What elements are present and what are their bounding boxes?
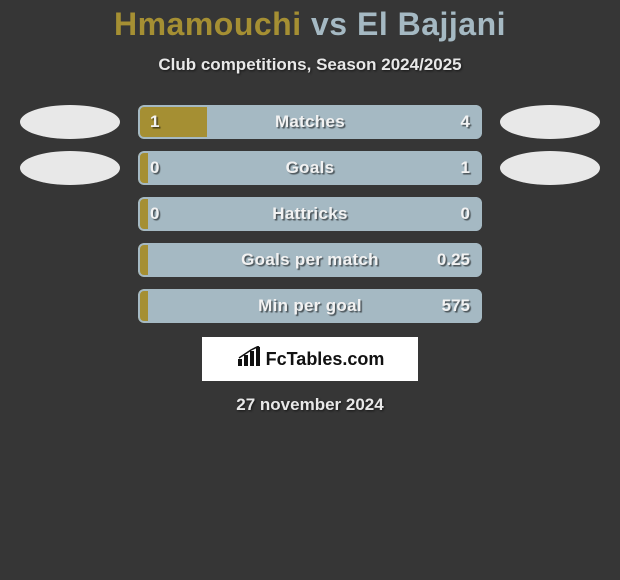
ellipse-spacer [500, 289, 600, 323]
title-player2: El Bajjani [357, 6, 506, 42]
stat-bar: Min per goal575 [138, 289, 482, 323]
date-text: 27 november 2024 [0, 395, 620, 415]
stat-value-player2: 0 [461, 197, 470, 231]
stat-row: Goals per match0.25 [0, 243, 620, 277]
comparison-widget: Hmamouchi vs El Bajjani Club competition… [0, 0, 620, 415]
title-player1: Hmamouchi [114, 6, 302, 42]
player1-ellipse [20, 105, 120, 139]
source-name: FcTables.com [266, 349, 385, 370]
player2-ellipse [500, 151, 600, 185]
stat-value-player2: 575 [442, 289, 470, 323]
source-logo: FcTables.com [202, 337, 418, 381]
stat-label: Hattricks [138, 197, 482, 231]
stat-label: Matches [138, 105, 482, 139]
stat-bar: 1Matches4 [138, 105, 482, 139]
ellipse-spacer [500, 243, 600, 277]
stat-row: 1Matches4 [0, 105, 620, 139]
stat-value-player2: 1 [461, 151, 470, 185]
stat-label: Goals [138, 151, 482, 185]
ellipse-spacer [20, 243, 120, 277]
stat-row: Min per goal575 [0, 289, 620, 323]
stat-row: 0Hattricks0 [0, 197, 620, 231]
stat-value-player2: 4 [461, 105, 470, 139]
player2-ellipse [500, 105, 600, 139]
ellipse-spacer [20, 289, 120, 323]
player1-ellipse [20, 151, 120, 185]
stat-bar: 0Goals1 [138, 151, 482, 185]
stat-label: Min per goal [138, 289, 482, 323]
stat-bar: Goals per match0.25 [138, 243, 482, 277]
stat-value-player2: 0.25 [437, 243, 470, 277]
ellipse-spacer [500, 197, 600, 231]
subtitle: Club competitions, Season 2024/2025 [0, 55, 620, 75]
chart-icon [236, 346, 262, 373]
stat-rows: 1Matches40Goals10Hattricks0Goals per mat… [0, 105, 620, 323]
page-title: Hmamouchi vs El Bajjani [0, 6, 620, 43]
title-vs: vs [311, 6, 348, 42]
stat-bar: 0Hattricks0 [138, 197, 482, 231]
stat-row: 0Goals1 [0, 151, 620, 185]
ellipse-spacer [20, 197, 120, 231]
stat-label: Goals per match [138, 243, 482, 277]
